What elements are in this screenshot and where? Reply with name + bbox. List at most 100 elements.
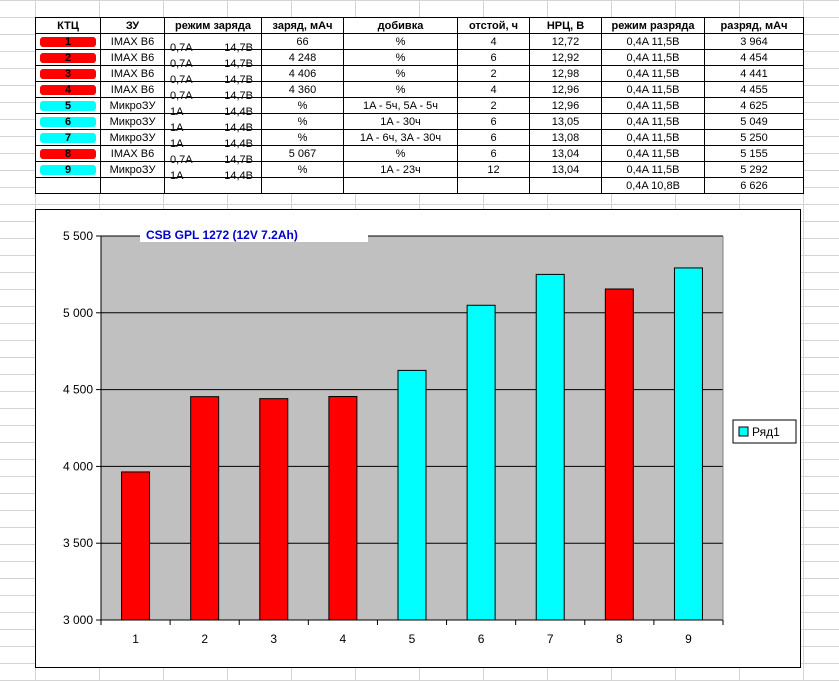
cell-rest[interactable]: 12: [457, 161, 530, 178]
cell-nrc[interactable]: 13,05: [529, 113, 602, 130]
bar-4[interactable]: [328, 396, 358, 621]
bar-8[interactable]: [604, 288, 634, 621]
cell-discharge-mode[interactable]: 0,4A 11,5B: [601, 113, 705, 130]
cell-discharge[interactable]: 5 155: [704, 145, 804, 162]
cell-ktc[interactable]: 2: [35, 49, 101, 66]
cell-discharge[interactable]: 6 626: [704, 177, 804, 194]
cell-charge[interactable]: 5 067: [261, 145, 344, 162]
cell-rest[interactable]: 4: [457, 81, 530, 98]
cell-ktc[interactable]: 6: [35, 113, 101, 130]
cell-topoff[interactable]: %: [343, 33, 458, 50]
cell-charger[interactable]: IMAX B6: [100, 49, 165, 66]
cell-discharge-mode[interactable]: 0,4A 11,5B: [601, 33, 705, 50]
cell-charge[interactable]: 66: [261, 33, 344, 50]
cell-rest[interactable]: 6: [457, 49, 530, 66]
cell-discharge-mode[interactable]: 0,4A 11,5B: [601, 65, 705, 82]
cell-rest[interactable]: 4: [457, 33, 530, 50]
cell-charge-mode[interactable]: 0,7A 14,7B: [164, 33, 262, 54]
cell-rest[interactable]: 2: [457, 97, 530, 114]
cell-charge[interactable]: 4 360: [261, 81, 344, 98]
bar-9[interactable]: [673, 267, 703, 621]
cell-charger[interactable]: МикроЗУ: [100, 161, 165, 178]
cell-nrc[interactable]: 12,98: [529, 65, 602, 82]
chart-title[interactable]: CSB GPL 1272 (12V 7.2Ah): [146, 228, 298, 242]
cell-charger[interactable]: IMAX B6: [100, 33, 165, 50]
cell-charge-mode[interactable]: 1A 14,4B: [164, 161, 262, 182]
cell-ktc[interactable]: 8: [35, 145, 101, 162]
header-ktc[interactable]: КТЦ: [35, 17, 101, 34]
cell-topoff[interactable]: 1A - 5ч, 5A - 5ч: [343, 97, 458, 114]
header-charge-mode[interactable]: режим заряда: [164, 17, 262, 34]
cell-charge[interactable]: 4 248: [261, 49, 344, 66]
cell-charger[interactable]: МикроЗУ: [100, 97, 165, 114]
cell-nrc[interactable]: 12,72: [529, 33, 602, 50]
bar-2[interactable]: [190, 396, 220, 621]
cell-ktc[interactable]: 4: [35, 81, 101, 98]
cell-discharge-mode[interactable]: 0,4A 11,5B: [601, 97, 705, 114]
cell-charge[interactable]: %: [261, 113, 344, 130]
cell-charger[interactable]: IMAX B6: [100, 145, 165, 162]
cell-topoff[interactable]: %: [343, 65, 458, 82]
cell-nrc[interactable]: 13,04: [529, 161, 602, 178]
cell-discharge-mode[interactable]: 0,4A 10,8B: [601, 177, 705, 194]
cell-charge[interactable]: [261, 177, 344, 194]
cell-rest[interactable]: 6: [457, 145, 530, 162]
cell-charge-mode[interactable]: 0,7A 14,7B: [164, 81, 262, 102]
cell-charge-mode[interactable]: 0,7A 14,7B: [164, 145, 262, 166]
cell-charge[interactable]: 4 406: [261, 65, 344, 82]
cell-charge-mode[interactable]: 0,7A 14,7B: [164, 65, 262, 86]
cell-nrc[interactable]: 13,08: [529, 129, 602, 146]
cell-discharge[interactable]: 5 049: [704, 113, 804, 130]
cell-discharge-mode[interactable]: 0,4A 11,5B: [601, 129, 705, 146]
cell-ktc[interactable]: 3: [35, 65, 101, 82]
cell-topoff[interactable]: 1A - 30ч: [343, 113, 458, 130]
cell-discharge[interactable]: 3 964: [704, 33, 804, 50]
cell-discharge[interactable]: 4 455: [704, 81, 804, 98]
cell-rest[interactable]: 2: [457, 65, 530, 82]
header-topoff[interactable]: добивка: [343, 17, 458, 34]
cell-ktc[interactable]: [35, 177, 101, 194]
cell-charge-mode[interactable]: 1A 14,4B: [164, 97, 262, 118]
cell-discharge-mode[interactable]: 0,4A 11,5B: [601, 145, 705, 162]
header-charger[interactable]: ЗУ: [100, 17, 165, 34]
cell-discharge[interactable]: 4 454: [704, 49, 804, 66]
legend[interactable]: [732, 419, 797, 444]
chart-area[interactable]: 3 000 3 500 4 000 4 500 5 000 5 500 1 2 3 4 5 6 7 8 9 …: [35, 209, 801, 668]
cell-ktc[interactable]: 7: [35, 129, 101, 146]
bar-5[interactable]: [397, 369, 427, 621]
cell-discharge-mode[interactable]: 0,4A 11,5B: [601, 161, 705, 178]
header-charge[interactable]: заряд, мАч: [261, 17, 344, 34]
cell-charge[interactable]: %: [261, 97, 344, 114]
bar-3[interactable]: [259, 398, 289, 621]
cell-discharge-mode[interactable]: 0,4A 11,5B: [601, 49, 705, 66]
cell-topoff[interactable]: %: [343, 145, 458, 162]
cell-charge-mode[interactable]: 1A 14,4B: [164, 129, 262, 150]
header-discharge-mode[interactable]: режим разряда: [601, 17, 705, 34]
bar-7[interactable]: [535, 273, 565, 621]
cell-topoff[interactable]: %: [343, 49, 458, 66]
cell-ktc[interactable]: 1: [35, 33, 101, 50]
cell-topoff[interactable]: 1A - 6ч, 3A - 30ч: [343, 129, 458, 146]
cell-nrc[interactable]: 12,96: [529, 81, 602, 98]
cell-charger[interactable]: IMAX B6: [100, 65, 165, 82]
cell-ktc[interactable]: 9: [35, 161, 101, 178]
cell-nrc[interactable]: 12,96: [529, 97, 602, 114]
cell-topoff[interactable]: 1A - 23ч: [343, 161, 458, 178]
cell-charger[interactable]: МикроЗУ: [100, 113, 165, 130]
cell-nrc[interactable]: 13,04: [529, 145, 602, 162]
cell-nrc[interactable]: 12,92: [529, 49, 602, 66]
cell-topoff[interactable]: [343, 177, 458, 194]
cell-rest[interactable]: 6: [457, 113, 530, 130]
bar-6[interactable]: [466, 304, 496, 621]
cell-charge-mode[interactable]: [164, 177, 262, 194]
cell-ktc[interactable]: 5: [35, 97, 101, 114]
cell-charge-mode[interactable]: 0,7A 14,7B: [164, 49, 262, 70]
cell-discharge[interactable]: 4 625: [704, 97, 804, 114]
cell-rest[interactable]: [457, 177, 530, 194]
cell-charger[interactable]: МикроЗУ: [100, 129, 165, 146]
cell-charger[interactable]: [100, 177, 165, 194]
cell-charge[interactable]: %: [261, 129, 344, 146]
cell-discharge[interactable]: 5 292: [704, 161, 804, 178]
cell-nrc[interactable]: [529, 177, 602, 194]
cell-rest[interactable]: 6: [457, 129, 530, 146]
